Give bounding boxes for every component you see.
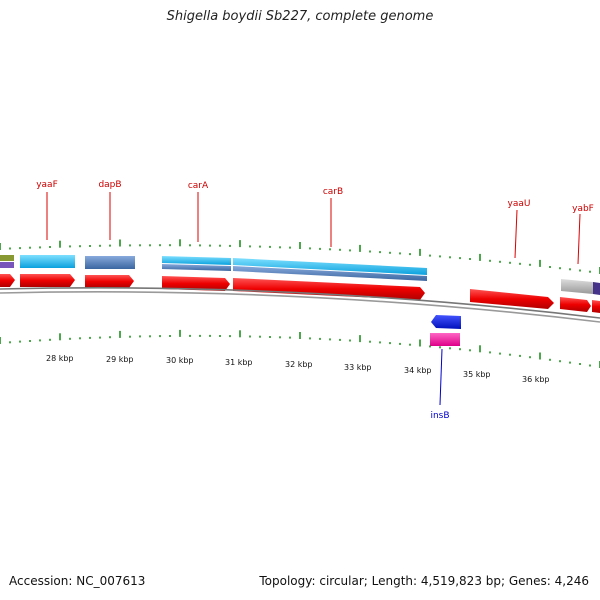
cog-bar-carA-top — [162, 256, 231, 265]
cds-arrow-right — [592, 300, 600, 313]
kbp-label: 35 kbp — [463, 370, 491, 379]
leader-yabF — [577, 213, 581, 265]
gene-label-yabF[interactable]: yabF — [572, 204, 594, 214]
kbp-label: 31 kbp — [225, 358, 253, 367]
cog-bar-carA-bottom — [162, 264, 231, 271]
gene-label-yaaU[interactable]: yaaU — [508, 199, 531, 209]
gene-labels: yaaF dapB carA carB yaaU yabF insB — [36, 180, 594, 421]
gene-label-carA[interactable]: carA — [188, 181, 209, 191]
kbp-label: 33 kbp — [344, 363, 372, 372]
cog-bar-purple — [0, 262, 14, 268]
cog-bar-yaaF — [20, 255, 75, 268]
genome-summary-text: Topology: circular; Length: 4,519,823 bp… — [259, 574, 589, 588]
leader-yaaU — [514, 209, 518, 259]
cds-arrow-dapB — [85, 275, 134, 288]
cds-track — [0, 274, 600, 313]
cog-bar-yabF-2 — [593, 282, 600, 295]
cog-bar-carB-bottom — [233, 266, 427, 281]
genome-title: Shigella boydii Sb227, complete genome — [166, 9, 434, 24]
cds-arrow-carB — [233, 278, 425, 300]
kbp-label: 36 kbp — [522, 375, 550, 384]
cog-bar-yabF — [561, 279, 593, 294]
gene-label-insB[interactable]: insB — [430, 411, 449, 421]
kbp-label: 30 kbp — [166, 356, 194, 365]
outer-tick-arc — [0, 239, 600, 274]
cds-arrow-left — [0, 274, 15, 287]
insB-pink — [430, 333, 460, 346]
cds-arrow-yaaF — [20, 274, 75, 287]
cds-arrow-yabF — [560, 297, 591, 312]
cog-bar-track — [0, 255, 600, 295]
gene-label-yaaF[interactable]: yaaF — [36, 180, 58, 190]
accession-text: Accession: NC_007613 — [9, 574, 146, 588]
kbp-label: 34 kbp — [404, 366, 432, 375]
kbp-label: 32 kbp — [285, 360, 313, 369]
cog-bar-dapB — [85, 256, 135, 269]
inner-tick-arc — [0, 329, 600, 368]
cog-bar-carB-top — [233, 258, 427, 275]
cds-arrow-yaaU — [470, 289, 554, 309]
genome-backbone-inner — [0, 291, 600, 323]
gene-label-carB[interactable]: carB — [323, 187, 343, 197]
gene-label-dapB[interactable]: dapB — [98, 180, 121, 190]
kbp-scale: 28 kbp 29 kbp 30 kbp 31 kbp 32 kbp 33 kb… — [46, 354, 550, 384]
insB-reverse-blue — [431, 315, 461, 329]
genome-backbone-outer — [0, 287, 600, 319]
cds-arrow-carA — [162, 276, 230, 291]
kbp-label: 28 kbp — [46, 354, 74, 363]
cog-bar-olive — [0, 255, 14, 261]
leader-insB — [439, 348, 443, 406]
insertion-track — [430, 315, 461, 346]
kbp-label: 29 kbp — [106, 355, 134, 364]
